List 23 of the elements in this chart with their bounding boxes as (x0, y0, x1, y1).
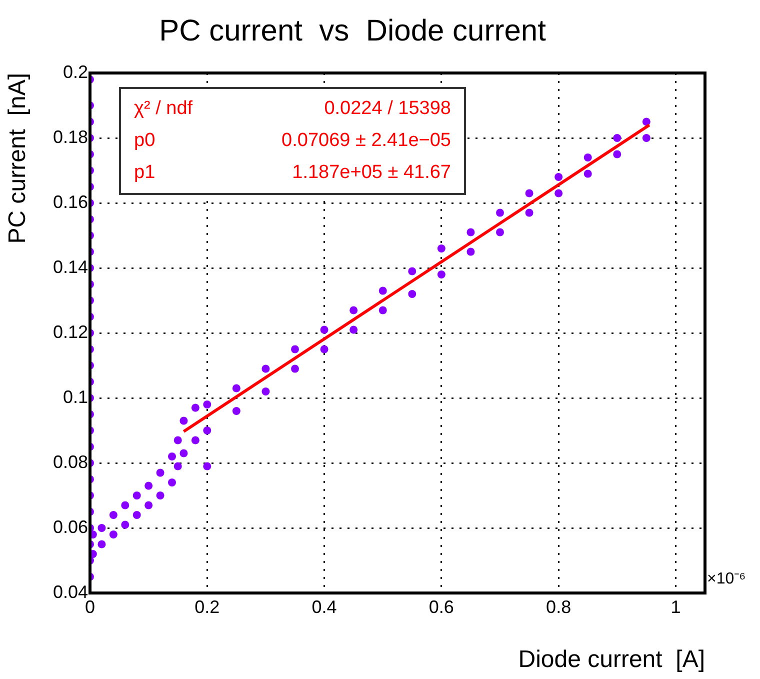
y-tick-label: 0.2 (62, 62, 88, 82)
text: ×10⁻⁶ (707, 570, 746, 588)
x-axis-title: Diode current [A] (518, 646, 705, 674)
y-axis-title: PC current [nA] (4, 73, 32, 244)
y-tick-label: 0.14 (52, 256, 88, 277)
annotation: p0 (134, 130, 156, 152)
y-tick-label: 0.18 (52, 126, 88, 147)
annotation: χ² / ndf (134, 98, 194, 120)
y-tick-label: 0.16 (52, 192, 88, 212)
y-tick-label: 0.12 (52, 322, 88, 342)
x-tick-label: 0.4 (312, 596, 337, 617)
annotation: 1.187e+05 ± 41.67 (292, 162, 451, 184)
y-tick-label: 0.06 (52, 516, 88, 537)
x-tick-label: 0.8 (546, 596, 572, 617)
annotation: 0.0224 / 15398 (324, 98, 451, 120)
annotation: 0.07069 ± 2.41e−05 (282, 130, 451, 152)
x-tick-label: 0.2 (194, 596, 220, 617)
chart-title: PC current vs Diode current (159, 14, 547, 48)
y-tick-label: 0.08 (52, 452, 88, 472)
x-tick-label: 0.6 (428, 596, 454, 617)
x-tick-label: 1 (670, 596, 681, 617)
y-tick-label: 0.1 (62, 386, 88, 407)
annotation: p1 (134, 162, 156, 184)
